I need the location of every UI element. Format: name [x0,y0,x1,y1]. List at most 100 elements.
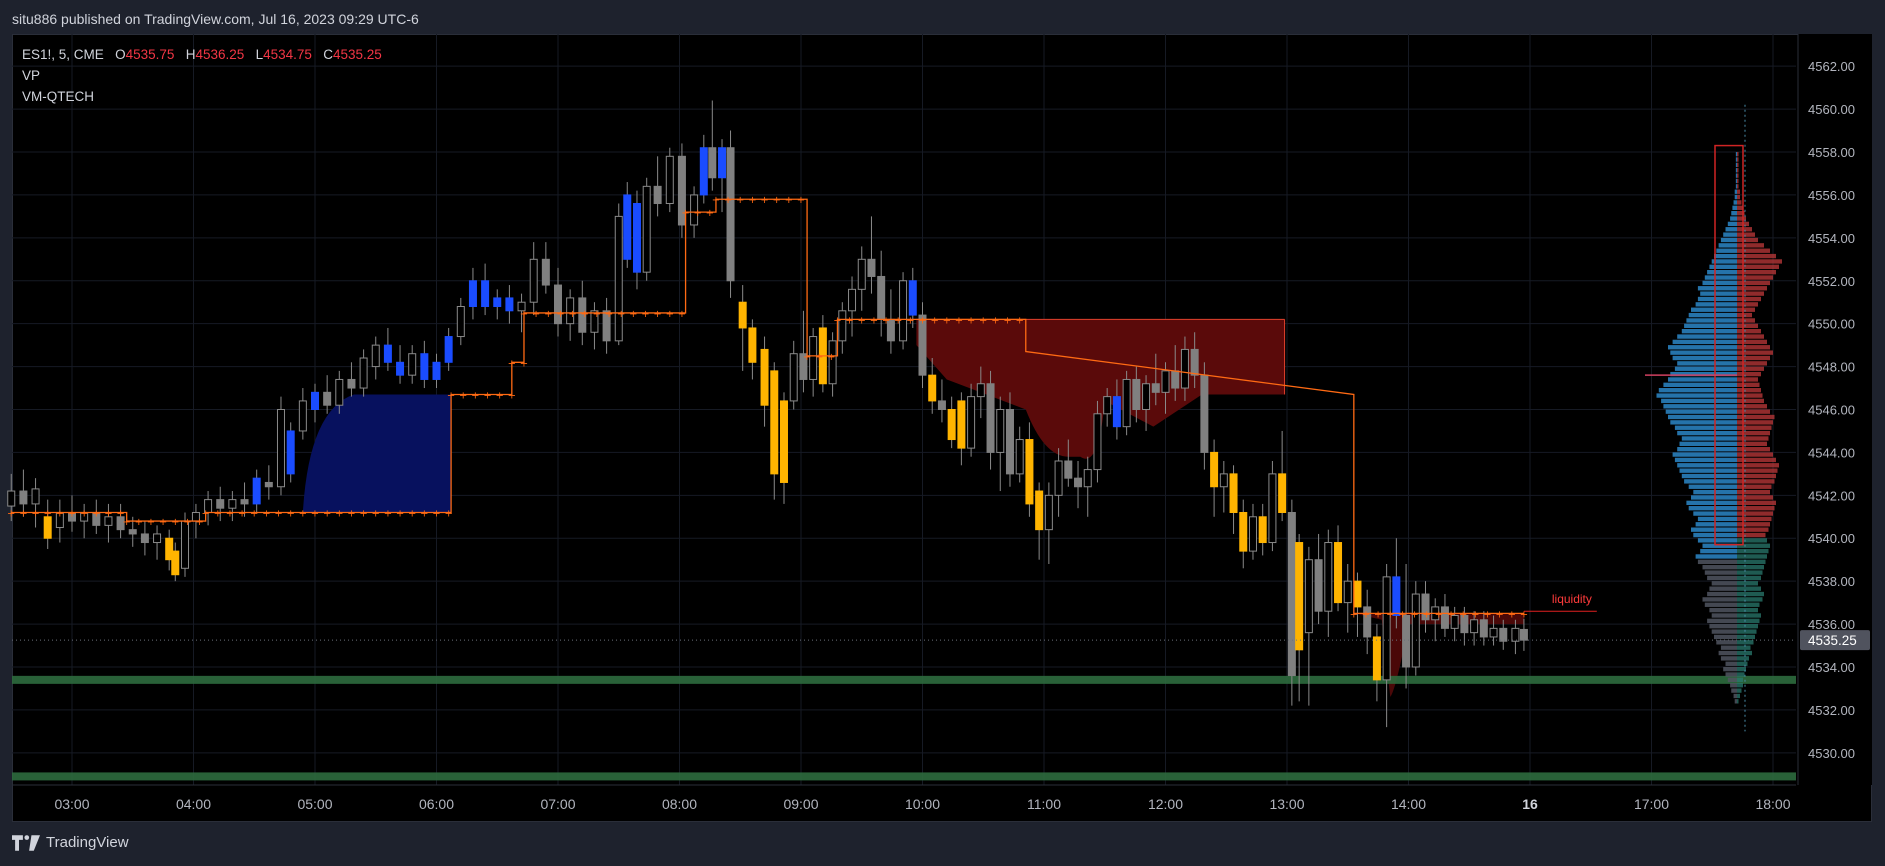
candle[interactable] [1025,422,1034,517]
candle[interactable] [1489,615,1498,646]
candle[interactable] [718,139,727,213]
candle[interactable] [1363,589,1372,655]
candle[interactable] [1044,482,1053,564]
candle[interactable] [1054,448,1063,517]
candle[interactable] [1210,439,1219,517]
candle[interactable] [104,503,113,543]
candle[interactable] [1343,563,1352,633]
candle[interactable] [1190,332,1199,389]
candle[interactable] [928,358,937,414]
candle[interactable] [614,203,623,346]
candle[interactable] [456,297,465,346]
candle[interactable] [1353,572,1362,637]
candle[interactable] [335,370,344,414]
candle[interactable] [323,375,332,414]
candle[interactable] [996,396,1005,492]
candle[interactable] [554,267,562,337]
candle[interactable] [252,469,261,513]
candle[interactable] [726,130,735,298]
candle[interactable] [1295,533,1304,702]
candle[interactable] [590,302,599,350]
candle[interactable] [1268,460,1277,552]
candle[interactable] [264,465,273,500]
candle[interactable] [828,332,837,397]
candle[interactable] [1112,379,1121,440]
candle[interactable] [7,473,16,522]
candle[interactable] [1314,533,1323,625]
candle[interactable] [240,482,249,517]
candle[interactable] [468,267,477,320]
candle[interactable] [976,366,985,419]
candle[interactable] [1470,611,1479,646]
candle[interactable] [1083,456,1092,517]
candle[interactable] [838,302,847,354]
candle[interactable] [1239,499,1248,569]
candle[interactable] [665,147,674,213]
candle[interactable] [311,383,319,423]
candle[interactable] [1132,366,1141,423]
legend-indicator-vp[interactable]: VP [22,68,41,83]
candle[interactable] [1519,618,1528,651]
candle[interactable] [420,340,429,389]
candle[interactable] [1151,353,1160,406]
candle[interactable] [43,499,52,549]
candle[interactable] [1304,546,1313,706]
candle[interactable] [1334,525,1343,612]
legend-symbol[interactable]: ES1!, 5, CME [22,47,104,62]
candle[interactable] [899,272,908,350]
candle[interactable] [1450,606,1459,642]
candle[interactable] [566,289,575,341]
candle[interactable] [55,499,64,543]
candle[interactable] [760,336,769,427]
candle[interactable] [908,267,917,328]
candle[interactable] [967,383,976,457]
candle[interactable] [1324,529,1333,637]
candle[interactable] [1142,375,1151,431]
candle[interactable] [738,285,747,371]
candle[interactable] [347,362,356,397]
candle[interactable] [481,263,490,316]
candle[interactable] [957,392,966,466]
candle[interactable] [947,396,956,449]
candle[interactable] [383,327,392,371]
candle[interactable] [116,503,125,539]
candle[interactable] [1382,563,1391,728]
candle[interactable] [165,529,174,571]
candle[interactable] [918,302,927,389]
candle[interactable] [408,345,417,384]
candle[interactable] [153,525,162,560]
candle[interactable] [298,388,307,440]
candle[interactable] [1200,362,1209,470]
candle[interactable] [396,345,405,384]
candle[interactable] [642,177,651,281]
candle[interactable] [1035,482,1044,560]
chart-legend[interactable]: ES1!, 5, CME O4535.75 H4536.25 L4534.75 … [22,44,382,107]
candle[interactable] [19,469,28,517]
candle[interactable] [699,134,708,204]
candle[interactable] [228,491,237,522]
candle[interactable] [602,297,611,354]
candle[interactable] [857,246,866,311]
candle[interactable] [493,289,502,320]
candle[interactable] [1511,619,1520,655]
tradingview-brand[interactable]: TradingView [12,834,129,851]
candle[interactable] [1122,370,1131,436]
candle[interactable] [1248,503,1257,560]
candle[interactable] [432,353,441,389]
candle[interactable] [1372,624,1381,702]
candle[interactable] [867,216,876,294]
candle[interactable] [216,486,225,522]
candle[interactable] [748,319,757,380]
candle[interactable] [128,516,137,547]
candle[interactable] [848,276,857,337]
candle[interactable] [371,336,380,380]
candle[interactable] [359,349,368,397]
candle[interactable] [1064,439,1073,487]
candle[interactable] [529,242,538,316]
time-axis[interactable]: 03:00 04:00 05:00 06:00 07:00 08:00 09:00 10:00… [12,784,1796,812]
candle[interactable] [1093,400,1102,483]
candle[interactable] [677,143,686,238]
candle[interactable] [1411,581,1420,676]
candle[interactable] [799,310,808,393]
